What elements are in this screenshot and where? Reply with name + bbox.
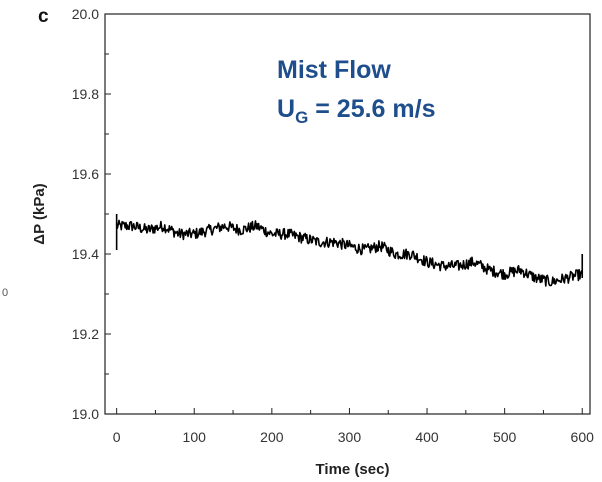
y-tick-label: 19.8 [72, 86, 99, 102]
x-tick-label: 400 [415, 429, 439, 445]
annotation-gas-velocity: UG = 25.6 m/s [277, 95, 435, 127]
y-tick-label: 19.0 [72, 406, 99, 422]
cropped-label-fragment: 0 [2, 287, 8, 299]
annotation-velocity-symbol: U [277, 95, 295, 123]
series-layer [115, 214, 584, 287]
x-tick-label: 100 [183, 429, 207, 445]
y-tick-label: 19.2 [72, 326, 99, 342]
x-tick-label: 600 [571, 429, 595, 445]
panel-letter: c [38, 6, 49, 27]
y-axis-title: ΔP (kPa) [31, 183, 48, 244]
x-axis-ticks: 0 100 200 300 400 500 600 [113, 408, 594, 445]
y-axis-ticks: 19.0 19.2 19.4 19.6 19.8 20.0 [72, 6, 111, 422]
x-tick-label: 500 [493, 429, 517, 445]
x-tick-label: 200 [260, 429, 284, 445]
y-tick-label: 19.6 [72, 166, 99, 182]
x-tick-label: 0 [113, 429, 121, 445]
annotation-flow-regime: Mist Flow [277, 56, 391, 84]
x-axis-title: Time (sec) [316, 461, 390, 478]
annotation-velocity-value: = 25.6 m/s [308, 95, 435, 123]
x-tick-label: 300 [338, 429, 362, 445]
y-tick-label: 19.4 [72, 246, 99, 262]
y-tick-label: 20.0 [72, 6, 99, 22]
pressure-drop-line [115, 219, 583, 287]
annotation-velocity-subscript: G [295, 108, 308, 127]
